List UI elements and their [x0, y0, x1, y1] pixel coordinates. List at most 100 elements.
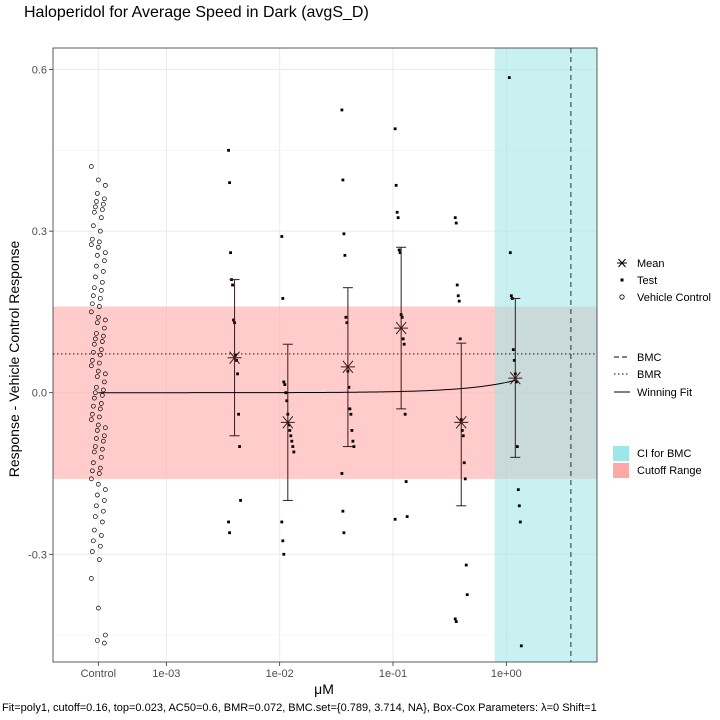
- chart-title: Haloperidol for Average Speed in Dark (a…: [24, 4, 369, 21]
- test-point: [348, 407, 352, 411]
- mean-marker: [508, 371, 523, 385]
- vehicle-control-point: [92, 390, 98, 396]
- y-tick-label: 0.6: [32, 65, 47, 77]
- vehicle-control-point: [99, 279, 105, 285]
- vehicle-control-point: [101, 640, 107, 646]
- ci-bmc-band: [494, 48, 597, 662]
- test-point: [397, 248, 401, 252]
- mean-marker: [227, 351, 242, 365]
- vehicle-control-point: [99, 393, 105, 398]
- test-point: [239, 499, 242, 502]
- test-point: [517, 504, 521, 508]
- test-point: [401, 337, 405, 341]
- test-point: [402, 342, 406, 346]
- vehicle-control-point: [101, 433, 107, 439]
- vehicle-control-point: [100, 269, 106, 274]
- legend-test-key: [620, 278, 624, 282]
- legend-bmc-label: BMC: [637, 352, 662, 364]
- vehicle-control-point: [88, 576, 94, 581]
- test-point: [516, 488, 520, 492]
- test-point: [289, 434, 293, 438]
- y-tick-label: 0.0: [32, 388, 47, 400]
- test-point: [393, 127, 397, 131]
- vehicle-control-point: [89, 301, 95, 307]
- vehicle-control-point: [94, 492, 100, 498]
- vehicle-control-point: [98, 533, 104, 538]
- test-point: [350, 429, 354, 432]
- test-point: [519, 644, 523, 648]
- vehicle-control-point: [96, 414, 102, 420]
- vehicle-control-point: [88, 476, 94, 482]
- test-point: [403, 412, 407, 416]
- test-point: [237, 412, 240, 416]
- test-point: [461, 434, 465, 438]
- vehicle-control-point: [100, 201, 106, 207]
- test-point: [344, 315, 348, 319]
- y-axis-title: Response - Vehicle Control Response: [6, 240, 22, 477]
- vehicle-control-point: [101, 196, 107, 202]
- vehicle-control-point: [88, 164, 94, 169]
- vehicle-control-point: [91, 527, 97, 533]
- ticks-layer: -0.3 0.0 0.3 0.6 Control 1e-03 1e-02 1e-01 1e+00: [28, 65, 522, 680]
- test-point: [292, 450, 296, 454]
- vehicle-control-point: [89, 358, 95, 363]
- mean-marker: [340, 360, 355, 374]
- test-point: [291, 445, 295, 448]
- vehicle-control-point: [91, 285, 97, 291]
- test-point: [341, 509, 345, 513]
- vehicle-control-point: [90, 349, 96, 355]
- test-point: [343, 253, 347, 257]
- test-point: [400, 315, 404, 319]
- vehicle-control-point: [95, 244, 101, 250]
- vehicle-control-point: [97, 228, 103, 234]
- test-point: [394, 183, 398, 187]
- vehicle-control-point: [90, 538, 96, 544]
- vehicle-control-point: [95, 368, 101, 374]
- vehicle-control-point: [93, 199, 99, 204]
- vehicle-control-point: [97, 406, 103, 412]
- test-point: [349, 412, 353, 416]
- vehicle-control-point: [94, 428, 100, 433]
- test-point: [404, 480, 408, 483]
- vehicle-control-point: [102, 632, 108, 638]
- vehicle-control-point: [93, 503, 99, 509]
- vehicle-control-point: [92, 204, 98, 210]
- vehicle-control-point: [92, 274, 98, 280]
- vehicle-control-point: [91, 395, 97, 401]
- vehicle-control-point: [89, 468, 95, 474]
- test-point: [395, 210, 399, 214]
- test-point: [282, 380, 286, 384]
- vehicle-control-point: [96, 471, 102, 476]
- mean-marker: [394, 321, 409, 335]
- test-point: [228, 181, 231, 185]
- vehicle-control-point: [88, 242, 94, 247]
- vehicle-control-point: [93, 331, 99, 336]
- vehicle-control-point: [102, 371, 108, 377]
- x-axis-title: μM: [314, 681, 334, 697]
- legend-test-label: Test: [637, 275, 657, 287]
- x-tick-label: 1e-02: [266, 668, 294, 680]
- vehicle-control-point: [90, 293, 96, 299]
- test-point: [396, 216, 400, 220]
- vehicle-control-point: [94, 374, 100, 379]
- test-point: [453, 617, 457, 621]
- vehicle-control-point: [102, 425, 108, 431]
- test-point: [462, 461, 466, 465]
- vehicle-control-point: [91, 341, 97, 347]
- vehicle-control-point: [92, 514, 98, 519]
- vehicle-control-point: [94, 253, 100, 258]
- test-point: [238, 445, 241, 448]
- test-point: [508, 251, 512, 255]
- vehicle-control-point: [95, 177, 101, 183]
- x-tick-label: Control: [81, 668, 116, 680]
- vehicle-control-point: [99, 519, 105, 525]
- test-point: [352, 445, 356, 448]
- test-point: [514, 380, 518, 384]
- test-point: [456, 294, 460, 298]
- test-point: [351, 439, 355, 443]
- test-point: [231, 283, 234, 287]
- vehicle-control-point: [102, 250, 108, 256]
- vehicle-control-point: [89, 549, 95, 554]
- test-point: [457, 299, 461, 303]
- vehicle-control-point: [100, 508, 106, 514]
